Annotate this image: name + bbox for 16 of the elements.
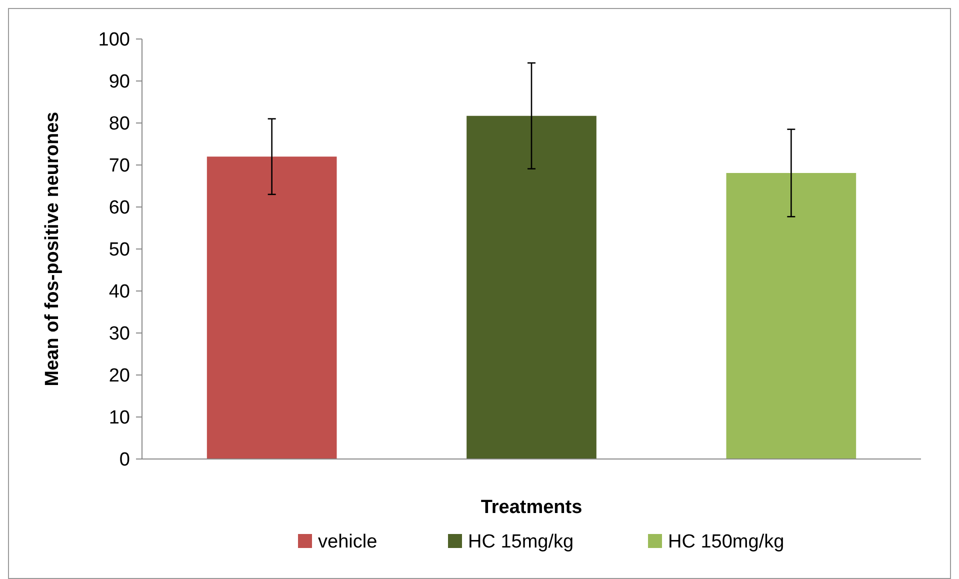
y-tick-label: 80 xyxy=(108,114,130,135)
y-tick-label: 70 xyxy=(108,156,130,177)
legend-label: HC 15mg/kg xyxy=(468,532,574,553)
y-tick-label: 60 xyxy=(108,198,130,219)
y-axis-title: Mean of fos-positive neurones xyxy=(42,112,63,386)
y-tick-label: 30 xyxy=(108,324,130,345)
legend-label: HC 150mg/kg xyxy=(668,532,784,553)
legend-label: vehicle xyxy=(318,532,378,553)
y-tick-label: 10 xyxy=(108,408,130,429)
y-tick-label: 0 xyxy=(119,450,130,471)
y-tick-label: 20 xyxy=(108,366,130,387)
y-tick-label: 90 xyxy=(108,72,130,93)
x-axis-title: Treatments xyxy=(480,497,582,518)
y-tick-label: 40 xyxy=(108,282,130,303)
y-tick-label: 50 xyxy=(108,240,130,261)
y-tick-label: 100 xyxy=(98,30,130,51)
